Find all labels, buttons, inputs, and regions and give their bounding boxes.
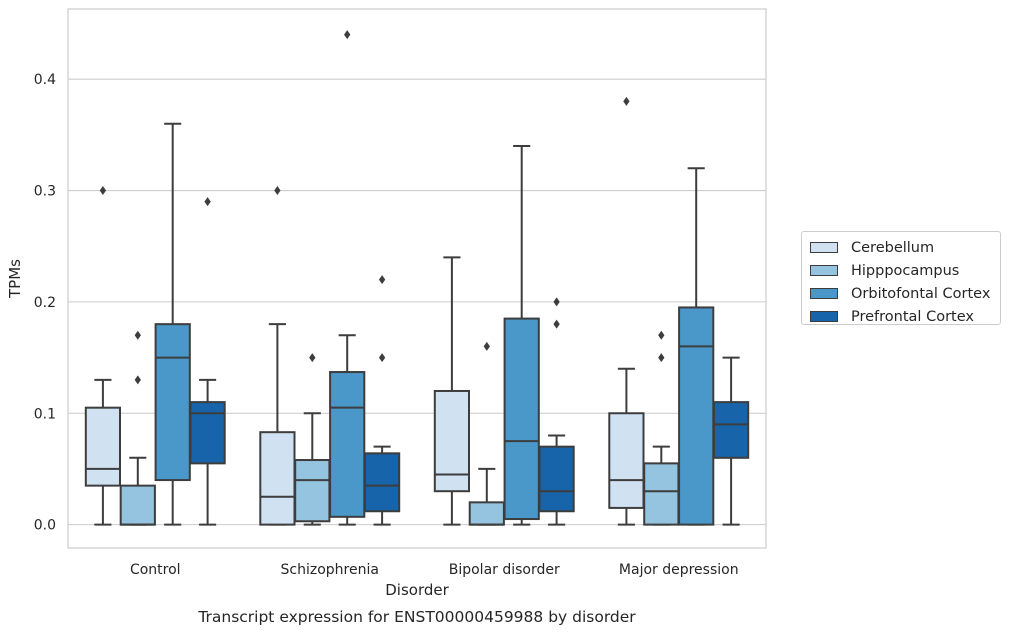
x-tick-label: Major depression [619,562,739,578]
box [643,462,680,526]
box [259,431,296,526]
box [154,323,191,482]
box-group [189,197,226,526]
y-axis-label: TPMs [6,259,24,299]
box-group [608,96,645,526]
box [712,401,750,459]
legend-label: Orbitofontal Cortex [851,285,991,302]
y-tick-label: 0.4 [34,72,56,88]
legend: Cerebellum Hipppocampus Orbitofontal Corte… [801,231,1001,325]
outlier-point [134,375,141,385]
box [538,445,575,513]
box [468,501,505,526]
box-group [329,30,366,526]
box [84,406,122,487]
box-group [503,144,540,526]
outlier-point [99,186,107,196]
box-group [84,186,122,526]
box-group [259,186,296,526]
box-group [712,356,750,526]
box [119,484,156,526]
x-tick-labels: Control Schizophrenia Bipolar disorder Majo… [130,562,739,578]
chart-title: Transcript expression for ENST0000045998… [197,608,636,626]
legend-item: Cerebellum [810,236,1000,259]
box [294,459,331,523]
x-tick-label: Control [130,562,181,578]
legend-swatch [810,288,838,299]
box-group [294,353,331,526]
legend-swatch [810,311,838,322]
box-group [119,330,156,526]
outlier-point [658,353,665,363]
box-group [678,167,715,526]
y-tick-label: 0.3 [34,184,56,200]
outlier-point [483,341,490,351]
box [363,452,401,513]
box-group [538,297,575,526]
legend-label: Prefrontal Cortex [851,308,974,325]
y-tick-label: 0.1 [34,406,56,422]
box-groups [84,30,750,526]
legend-item: Orbitofontal Cortex [810,282,1000,305]
box [189,401,226,465]
outlier-point [553,319,560,329]
x-tick-label: Schizophrenia [281,562,379,578]
y-tick-label: 0.0 [34,518,56,534]
box [608,412,645,509]
outlier-point [623,96,630,106]
outlier-point [134,330,141,340]
box [329,371,366,518]
outlier-point [274,186,281,196]
outlier-point [553,297,560,307]
outlier-point [378,353,386,363]
box-group [154,122,191,526]
box [503,317,540,521]
legend-label: Hipppocampus [851,262,960,279]
box-group [643,330,680,526]
x-axis-label: Disorder [385,581,449,599]
box-group [468,341,505,526]
legend-item: Hipppocampus [810,259,1000,282]
y-tick-label: 0.2 [34,295,56,311]
x-tick-label: Bipolar disorder [449,562,560,578]
legend-label: Cerebellum [851,239,935,256]
box-group [363,275,401,526]
outlier-point [658,330,665,340]
outlier-point [204,197,211,207]
outlier-point [344,30,351,40]
outlier-point [378,275,386,285]
legend-swatch [810,265,838,276]
y-tick-labels: 0.0 0.1 0.2 0.3 0.4 [34,72,56,533]
legend-swatch [810,242,838,253]
box [433,389,471,493]
legend-item: Prefrontal Cortex [810,305,1000,328]
outlier-point [309,353,316,363]
box-group [433,256,471,526]
box [678,306,715,526]
